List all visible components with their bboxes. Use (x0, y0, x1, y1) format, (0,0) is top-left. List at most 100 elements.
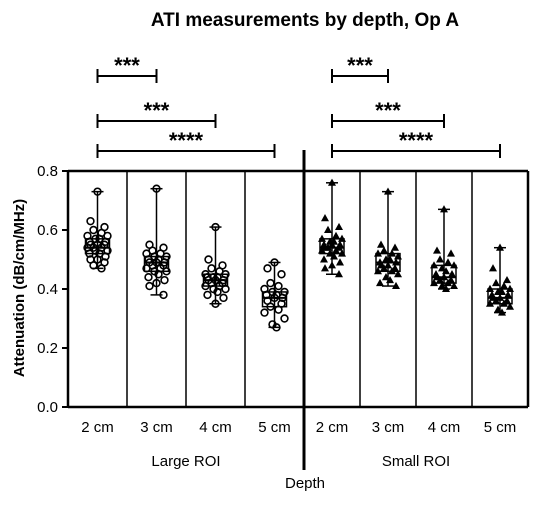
y-tick-label: 0.0 (37, 399, 58, 416)
significance-label: *** (144, 98, 170, 123)
data-point (388, 249, 396, 257)
data-point (142, 264, 151, 273)
plot-area: 0.0 0.2 0.4 0.6 0.8 2 cm 3 cm 4 cm 5 cm Large ROI… (37, 53, 530, 470)
data-point (211, 299, 220, 308)
data-point (145, 281, 154, 291)
data-point (320, 255, 328, 263)
data-point (93, 187, 102, 196)
data-point (500, 281, 508, 290)
category-label: 4 cm (428, 419, 461, 436)
data-point (438, 264, 446, 272)
data-point (388, 267, 396, 275)
significance-bracket (331, 69, 389, 83)
data-point (328, 178, 336, 186)
data-point (162, 267, 171, 276)
data-point (270, 293, 279, 303)
data-point (382, 273, 390, 281)
significance-bracket (96, 114, 217, 128)
data-point (444, 278, 452, 287)
data-point (318, 246, 326, 254)
data-point (332, 231, 340, 239)
data-point (260, 308, 269, 317)
data-point (492, 296, 500, 304)
data-point (336, 258, 344, 266)
data-point (440, 273, 448, 281)
data-point (392, 281, 400, 290)
data-point (219, 293, 228, 303)
category-label: 2 cm (316, 419, 349, 436)
data-point (263, 264, 272, 273)
data-point (374, 267, 382, 275)
data-point (377, 240, 385, 248)
data-point (498, 287, 506, 295)
data-point (277, 270, 286, 279)
data-point (89, 261, 98, 270)
category-label: 4 cm (199, 419, 232, 436)
data-point (159, 290, 168, 300)
data-point (272, 323, 281, 332)
category-label: 5 cm (258, 419, 291, 436)
data-point (321, 264, 329, 272)
category-label: 3 cm (372, 419, 405, 436)
y-axis-label: Attenuation (dB/cm/MHz) (11, 199, 28, 377)
data-point (447, 249, 455, 257)
group-label: Small ROI (382, 453, 450, 470)
chart-title: ATI measurements by depth, Op A (151, 10, 460, 31)
significance-label: *** (114, 53, 140, 78)
data-point (321, 214, 329, 222)
data-point (430, 278, 438, 287)
data-point (270, 258, 279, 267)
data-point (86, 216, 95, 226)
data-point (144, 273, 153, 282)
data-point (324, 243, 332, 251)
data-point (394, 270, 402, 278)
data-point (89, 225, 98, 235)
data-point (335, 222, 343, 231)
data-point (498, 308, 506, 316)
data-point (266, 302, 275, 311)
data-point (392, 258, 400, 266)
data-point (204, 255, 213, 264)
data-point (386, 255, 394, 263)
y-tick-label: 0.6 (37, 222, 58, 239)
data-point (444, 258, 452, 266)
category-label: 5 cm (484, 419, 517, 436)
data-point (335, 270, 343, 278)
data-point (436, 275, 444, 284)
data-point (436, 255, 444, 263)
data-point (266, 278, 275, 288)
data-point (332, 246, 340, 254)
data-point (486, 284, 494, 292)
data-point (440, 205, 448, 213)
significance-label: **** (399, 128, 434, 153)
category-label: 3 cm (140, 419, 173, 436)
data-point (324, 225, 332, 233)
iqr-box (487, 288, 513, 305)
data-point (221, 284, 230, 294)
data-point (201, 281, 210, 291)
data-point (274, 305, 283, 314)
data-point (380, 246, 388, 254)
data-point (391, 243, 399, 251)
data-point (442, 267, 450, 275)
significance-bracket (331, 144, 501, 158)
data-point (503, 275, 511, 284)
data-point (494, 305, 502, 313)
data-point (448, 270, 456, 278)
y-tick-label: 0.2 (37, 340, 58, 357)
data-point (380, 264, 388, 272)
significance-label: *** (347, 53, 373, 78)
data-point (500, 299, 508, 307)
data-point (203, 290, 212, 300)
data-point (496, 293, 504, 301)
data-point (160, 275, 169, 285)
data-point (430, 261, 438, 269)
y-tick-label: 0.4 (37, 281, 58, 298)
data-point (438, 281, 446, 290)
data-point (394, 252, 402, 260)
data-point (374, 249, 382, 257)
data-point (211, 222, 220, 232)
data-point (489, 264, 497, 272)
x-axis-label: Depth (285, 475, 325, 492)
